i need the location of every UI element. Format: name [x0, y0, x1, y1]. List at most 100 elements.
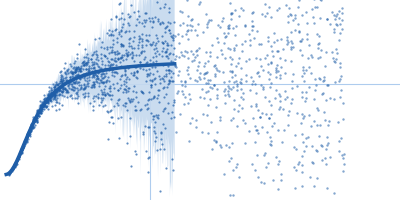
Point [96, 37, 102, 40]
Point [232, 34, 238, 37]
Point [253, 91, 260, 94]
Point [162, 2, 169, 6]
Point [17, 152, 23, 155]
Point [329, 11, 335, 14]
Point [38, 107, 45, 110]
Point [40, 101, 47, 104]
Point [156, 89, 162, 92]
Point [54, 94, 60, 97]
Point [72, 70, 78, 73]
Point [28, 125, 34, 128]
Point [68, 80, 74, 83]
Point [24, 140, 30, 143]
Point [278, 172, 285, 175]
Point [170, 33, 176, 36]
Point [82, 62, 88, 65]
Point [262, 151, 268, 155]
Point [95, 95, 101, 99]
Point [32, 117, 38, 120]
Point [163, 54, 169, 58]
Point [262, 112, 269, 116]
Point [228, 62, 234, 65]
Point [41, 103, 47, 106]
Point [314, 106, 320, 109]
Point [62, 71, 68, 74]
Point [10, 167, 16, 170]
Point [48, 93, 55, 96]
Point [262, 56, 268, 59]
Point [300, 66, 306, 69]
Point [194, 48, 200, 51]
Point [73, 66, 79, 70]
Point [54, 83, 60, 87]
Point [93, 61, 100, 65]
Point [18, 148, 25, 151]
Point [11, 165, 17, 168]
Point [170, 169, 176, 172]
Point [34, 119, 40, 122]
Point [27, 129, 34, 132]
Point [174, 74, 181, 77]
Point [124, 54, 130, 57]
Point [284, 96, 290, 99]
Point [165, 82, 172, 86]
Point [333, 13, 340, 16]
Point [61, 86, 67, 89]
Point [37, 110, 43, 114]
Point [338, 136, 344, 139]
Point [284, 21, 291, 24]
Point [52, 94, 58, 97]
Point [218, 48, 224, 52]
Point [289, 41, 296, 45]
Point [189, 25, 195, 28]
Point [69, 88, 76, 92]
Point [16, 154, 23, 157]
Point [324, 144, 331, 147]
Point [246, 58, 252, 61]
Point [41, 99, 48, 102]
Point [71, 59, 78, 63]
Point [216, 69, 222, 72]
Point [262, 166, 269, 169]
Point [100, 104, 106, 107]
Point [118, 55, 125, 58]
Point [65, 72, 72, 75]
Point [340, 157, 346, 160]
Point [29, 121, 35, 124]
Point [318, 48, 324, 51]
Point [126, 24, 132, 27]
Point [126, 38, 132, 41]
Point [43, 100, 49, 104]
Point [138, 90, 145, 93]
Point [149, 79, 155, 82]
Point [28, 125, 34, 128]
Point [18, 148, 25, 151]
Point [10, 163, 17, 166]
Point [299, 185, 306, 188]
Point [196, 2, 202, 6]
Point [112, 70, 118, 73]
Point [41, 103, 47, 106]
Point [276, 73, 283, 77]
Point [141, 19, 147, 22]
Point [57, 89, 63, 92]
Point [94, 63, 100, 66]
Point [110, 63, 117, 66]
Point [136, 34, 142, 37]
Point [242, 59, 249, 63]
Point [32, 118, 38, 121]
Point [138, 39, 145, 42]
Point [299, 90, 306, 94]
Point [53, 98, 59, 101]
Point [68, 93, 74, 96]
Point [238, 78, 244, 81]
Point [14, 158, 20, 161]
Point [77, 87, 83, 91]
Point [136, 20, 142, 23]
Point [303, 91, 309, 94]
Point [99, 76, 106, 79]
Point [30, 120, 36, 123]
Point [29, 124, 35, 127]
Point [125, 50, 131, 53]
Point [23, 137, 30, 141]
